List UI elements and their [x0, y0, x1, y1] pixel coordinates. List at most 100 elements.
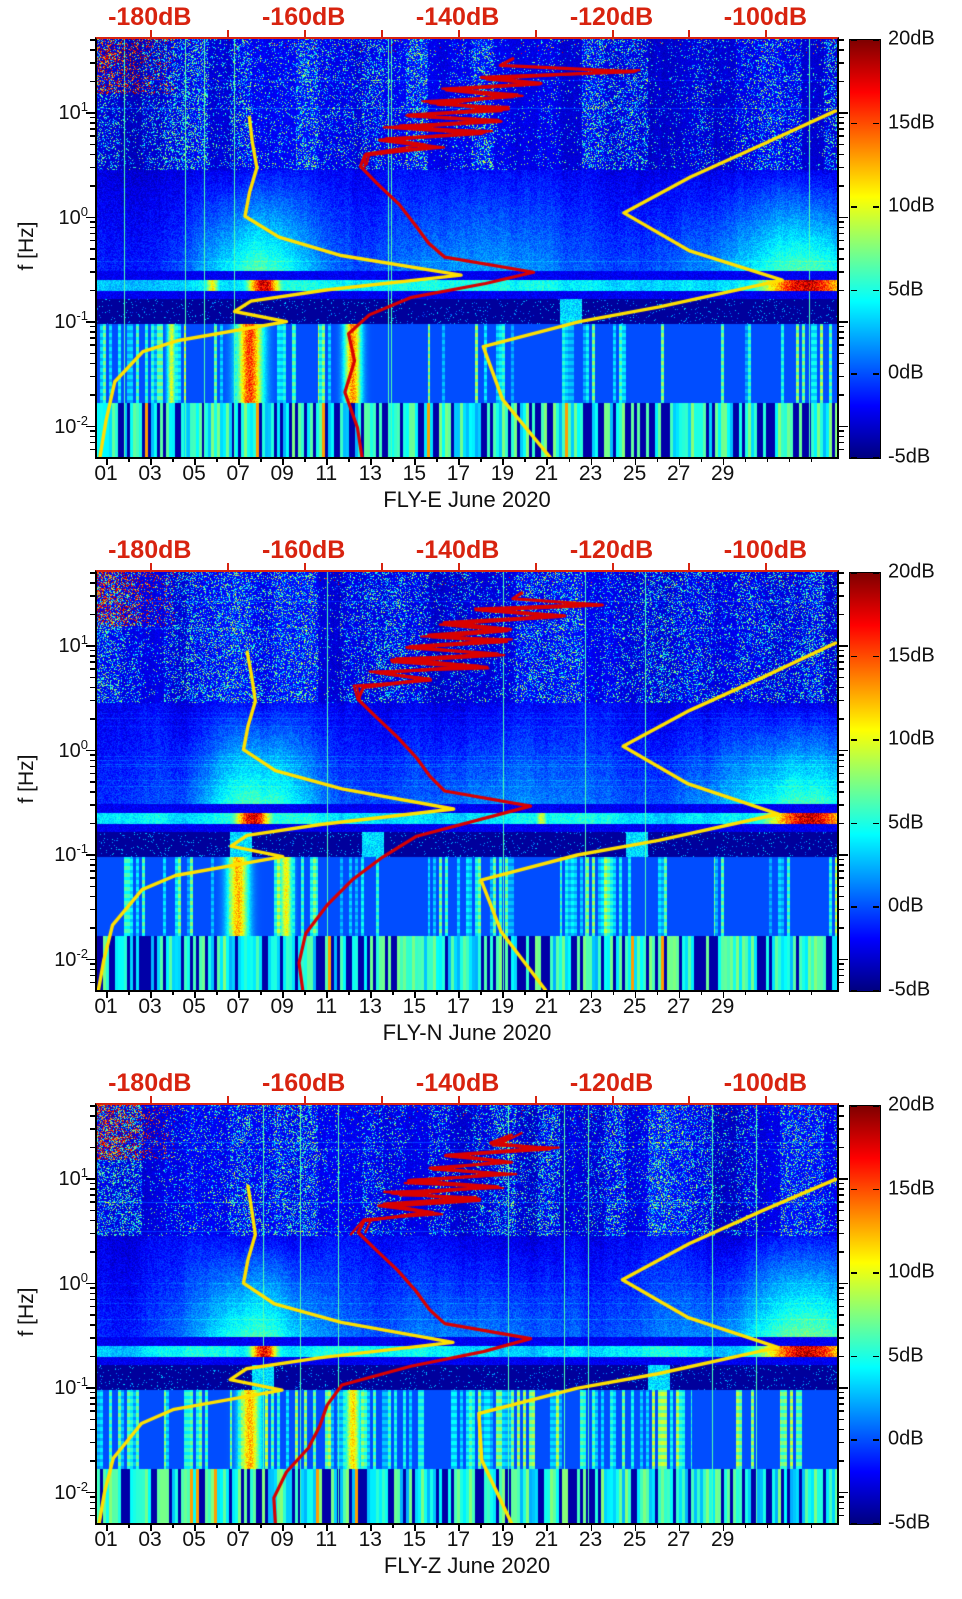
- y-axis-tick-right: [839, 1418, 844, 1421]
- y-axis-tick: [86, 216, 95, 219]
- colorbar-tick: [851, 1355, 857, 1358]
- y-axis-tick-right: [839, 239, 844, 242]
- y-axis-tick-right: [839, 435, 844, 438]
- y-axis-tick: [90, 1305, 95, 1308]
- y-axis-tick-right: [839, 49, 844, 51]
- top-axis-tick: [149, 30, 152, 37]
- colorbar-tick: [851, 822, 857, 825]
- y-axis-tick-right: [839, 864, 844, 866]
- y-axis-tick-right: [839, 645, 848, 647]
- y-axis-tick-right: [839, 135, 844, 137]
- y-axis-tick: [86, 1491, 95, 1494]
- x-axis-tick: [216, 1523, 218, 1528]
- colorbar-tick: [851, 206, 857, 208]
- top-axis-tick: [534, 30, 537, 37]
- y-axis-tick: [90, 582, 95, 584]
- x-tick-label: 01: [94, 462, 118, 485]
- x-axis-tick: [414, 457, 416, 465]
- colorbar-tick: [873, 1355, 879, 1358]
- y-axis-tick-right: [839, 248, 844, 250]
- spectrogram-canvas: [97, 1105, 837, 1523]
- y-axis-tick-right: [839, 718, 844, 720]
- y-axis-tick-right: [839, 1287, 844, 1289]
- x-axis-tick: [788, 990, 791, 995]
- colorbar-tick-label: -5dB: [888, 978, 931, 1001]
- y-axis-tick: [90, 1397, 95, 1399]
- y-axis-tick: [90, 877, 95, 879]
- x-axis-tick: [370, 457, 372, 465]
- x-axis-tick: [502, 990, 504, 998]
- y-axis-tick-right: [839, 1397, 844, 1399]
- y-axis-tick-right: [839, 613, 844, 616]
- x-axis-tick: [524, 457, 526, 462]
- x-axis-tick: [326, 990, 328, 998]
- y-axis-tick: [90, 1507, 95, 1510]
- y-axis-tick: [90, 870, 95, 872]
- plot-area: [95, 570, 839, 992]
- x-tick-label: 03: [138, 1528, 162, 1551]
- top-axis-tick: [611, 30, 614, 37]
- colorbar-tick: [873, 822, 879, 825]
- y-axis-tick-right: [839, 1292, 844, 1295]
- top-axis-db-label: -120dB: [569, 3, 654, 31]
- y-axis-tick-right: [839, 958, 848, 961]
- y-axis-tick: [90, 1146, 95, 1149]
- x-axis-tick: [744, 990, 747, 995]
- x-tick-label: 27: [666, 462, 691, 485]
- y-axis-tick-right: [839, 1282, 848, 1285]
- y-axis-tick-right: [839, 1491, 848, 1494]
- y-axis-tick: [90, 1219, 95, 1222]
- colorbar-tick-label: 0dB: [888, 1427, 924, 1450]
- x-tick-label: 23: [578, 995, 603, 1018]
- x-axis-tick: [502, 1523, 504, 1531]
- x-axis-tick: [150, 457, 152, 465]
- y-axis-tick: [90, 289, 95, 292]
- top-axis-tick: [611, 563, 614, 570]
- x-axis-tick: [304, 990, 306, 995]
- y-axis-tick: [90, 1337, 95, 1339]
- top-axis-db-label: -100dB: [723, 1069, 808, 1097]
- y-axis-tick-right: [839, 1178, 848, 1180]
- x-tick-label: 05: [182, 995, 206, 1018]
- colorbar-tick-label: -5dB: [888, 1511, 931, 1534]
- y-axis-tick: [90, 908, 95, 911]
- y-axis-tick: [90, 649, 95, 652]
- x-axis-tick: [348, 457, 350, 462]
- y-axis-tick-right: [839, 1391, 844, 1394]
- y-axis-tick: [90, 226, 95, 229]
- x-axis-tick: [172, 1523, 174, 1528]
- x-axis-tick: [172, 457, 174, 462]
- y-axis-tick: [90, 1209, 95, 1212]
- y-axis-tick: [90, 1428, 95, 1431]
- x-axis-tick: [590, 457, 593, 465]
- x-axis-tick: [458, 990, 460, 998]
- top-axis-tick: [688, 1096, 691, 1103]
- x-axis-tick: [480, 990, 482, 995]
- x-tick-label: 03: [138, 995, 162, 1018]
- y-axis-tick-right: [839, 362, 844, 365]
- x-axis-tick: [326, 1523, 328, 1531]
- top-axis-tick: [226, 563, 229, 570]
- y-axis-tick: [90, 1182, 95, 1185]
- y-axis-tick-right: [839, 781, 844, 783]
- x-tick-label: 17: [446, 1528, 471, 1551]
- colorbar-tick: [873, 906, 879, 908]
- y-axis-tick-right: [839, 877, 844, 879]
- top-axis-tick: [303, 30, 306, 37]
- y-axis-tick: [90, 754, 95, 756]
- x-axis-tick: [678, 1523, 681, 1531]
- y-axis-tick-right: [839, 963, 844, 965]
- top-axis-tick: [765, 563, 768, 570]
- y-axis-tick-right: [839, 1298, 844, 1301]
- x-tick-label: 03: [138, 462, 162, 485]
- y-axis-tick-right: [839, 122, 844, 124]
- y-axis-tick: [90, 718, 95, 720]
- y-tick-label: 100: [58, 203, 88, 229]
- top-axis-db-label: -180dB: [108, 3, 192, 31]
- x-tick-label: 13: [358, 995, 382, 1018]
- x-axis-tick: [282, 990, 284, 998]
- y-axis-tick-right: [839, 143, 844, 146]
- x-axis-tick: [722, 457, 725, 465]
- y-axis-tick-right: [839, 337, 844, 339]
- colorbar-tick: [873, 739, 879, 741]
